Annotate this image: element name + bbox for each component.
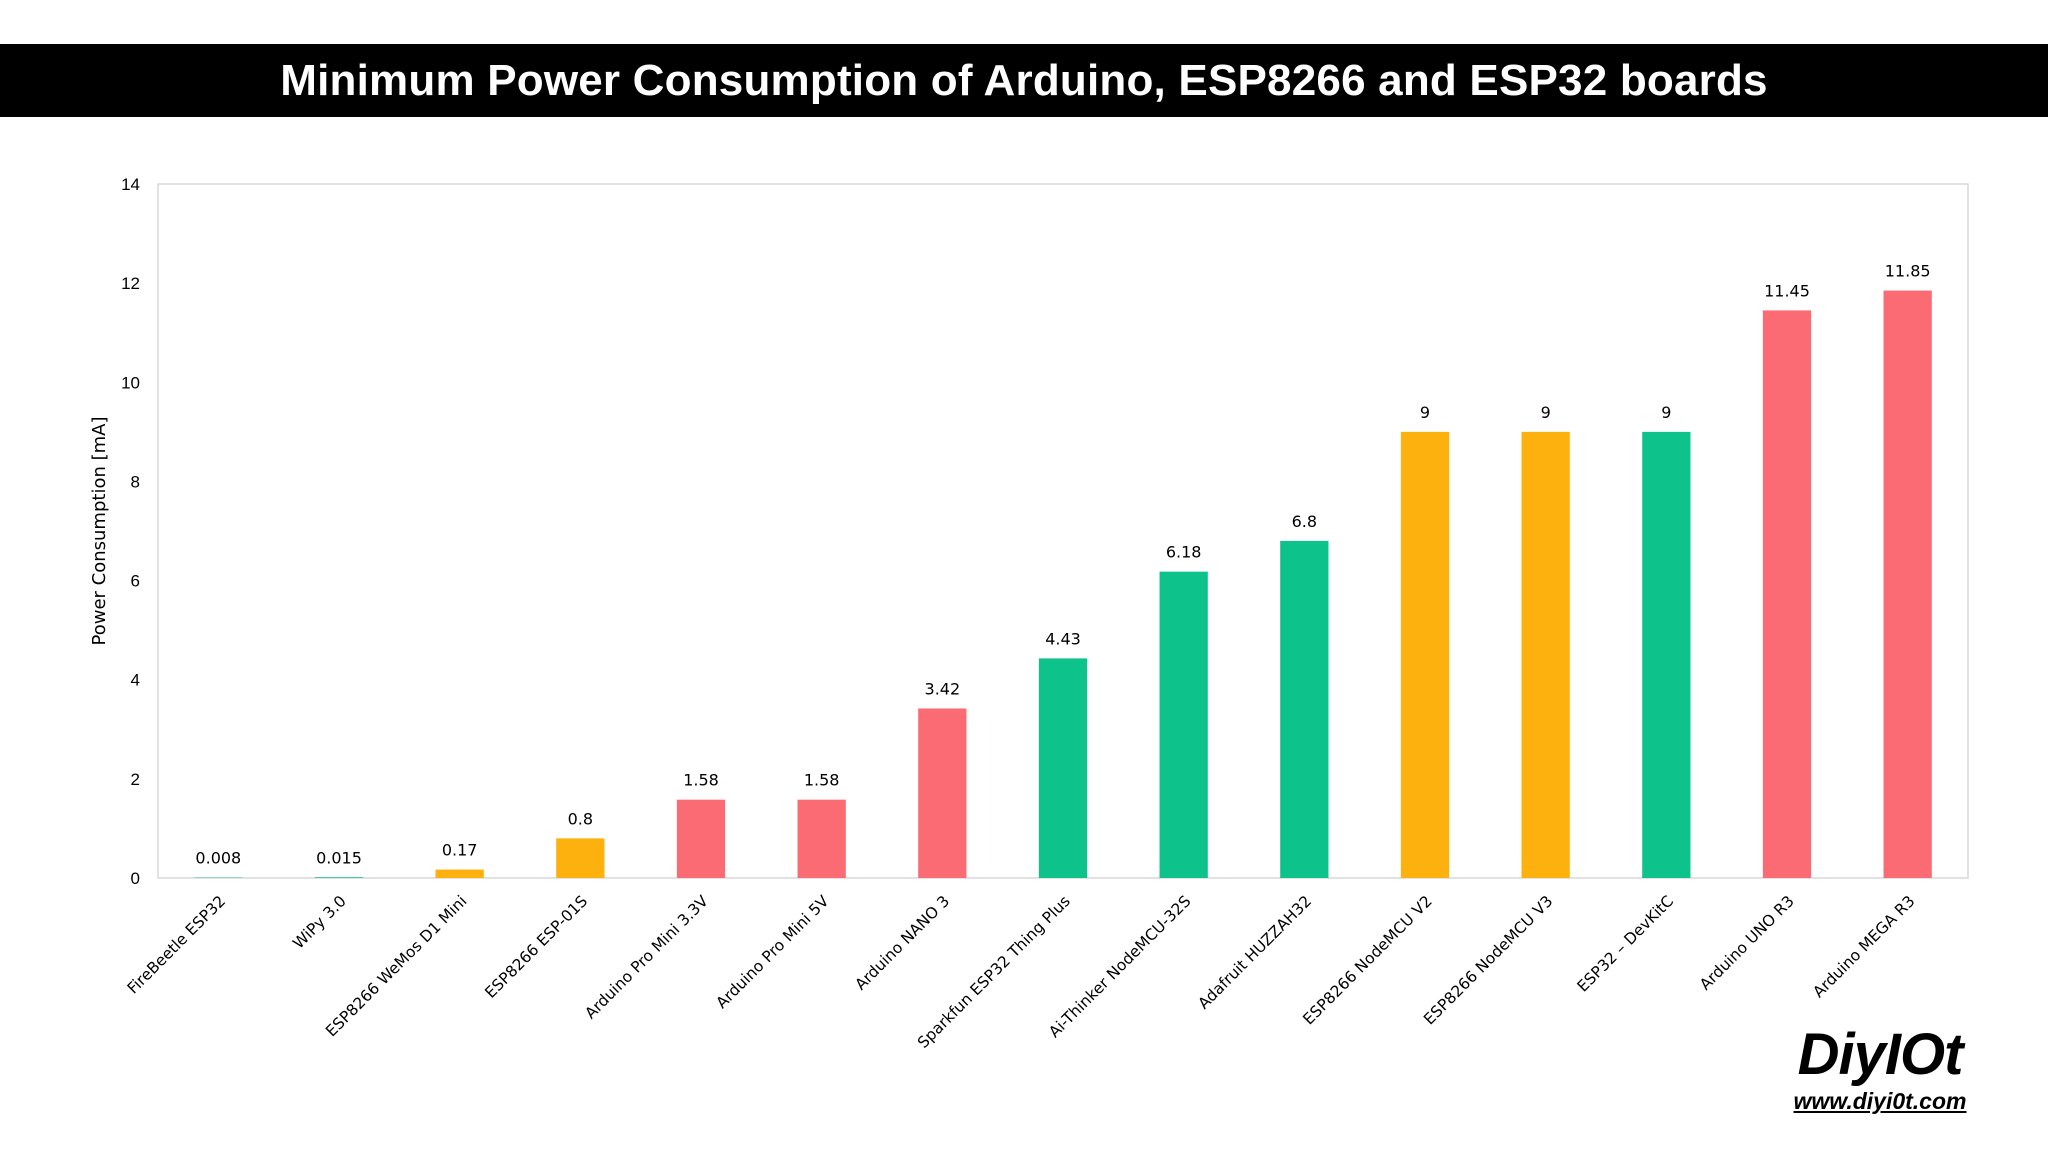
data-label: 1.58 bbox=[804, 771, 840, 790]
data-label: 0.008 bbox=[195, 849, 241, 868]
category-label: ESP8266 NodeMCU V2 bbox=[1300, 892, 1436, 1028]
y-tick-label: 12 bbox=[121, 274, 140, 293]
data-labels: 0.008 0.015 0.17 0.8 1.58 1.58 3.42 4.43 6.18 6.8… bbox=[195, 262, 1930, 868]
data-label: 3.42 bbox=[925, 679, 961, 698]
bar[interactable] bbox=[1400, 431, 1450, 878]
bar[interactable] bbox=[556, 838, 605, 878]
data-label: 0.8 bbox=[568, 809, 593, 828]
title-bar: Minimum Power Consumption of Arduino, ES… bbox=[0, 44, 2048, 117]
y-tick-label: 2 bbox=[131, 770, 140, 789]
y-axis-title: Power Consumption [mA] bbox=[89, 417, 110, 646]
category-label: Ai-Thinker NodeMCU-32S bbox=[1045, 892, 1194, 1041]
data-label: 0.17 bbox=[442, 841, 478, 860]
bar[interactable] bbox=[1159, 571, 1208, 878]
category-label: Arduino Pro Mini 5V bbox=[713, 892, 833, 1012]
logo-url[interactable]: www.diyi0t.com bbox=[1793, 1088, 1967, 1114]
bar[interactable] bbox=[1038, 658, 1088, 878]
diyiot-logo[interactable]: DiyIOt www.diyi0t.com bbox=[1750, 1024, 2010, 1115]
data-label: 6.18 bbox=[1166, 543, 1202, 562]
category-label: ESP8266 NodeMCU V3 bbox=[1420, 892, 1556, 1028]
data-label: 11.85 bbox=[1885, 262, 1931, 281]
data-label: 9 bbox=[1541, 403, 1551, 422]
category-label: ESP8266 WeMos D1 Mini bbox=[322, 892, 470, 1040]
bars bbox=[194, 290, 1932, 879]
data-label: 4.43 bbox=[1045, 629, 1081, 648]
data-label: 9 bbox=[1420, 403, 1430, 422]
category-label: WiPy 3.0 bbox=[289, 892, 349, 952]
logo-name: DiyIOt bbox=[1797, 1022, 1964, 1087]
bar[interactable] bbox=[314, 877, 364, 878]
bar[interactable] bbox=[435, 869, 484, 878]
y-tick-label: 4 bbox=[131, 671, 140, 690]
category-label: Arduino UNO R3 bbox=[1696, 892, 1798, 994]
bar[interactable] bbox=[1642, 431, 1691, 878]
y-tick-label: 0 bbox=[131, 869, 140, 888]
category-label: FireBeetle ESP32 bbox=[124, 892, 229, 997]
category-label: Arduino NANO 3 bbox=[852, 892, 954, 994]
y-axis: 0 2 4 6 8 10 12 14 bbox=[121, 175, 140, 888]
bar[interactable] bbox=[1762, 310, 1812, 879]
y-tick-label: 10 bbox=[121, 373, 140, 392]
bar[interactable] bbox=[1883, 290, 1932, 878]
data-label: 0.015 bbox=[316, 848, 362, 867]
y-tick-label: 6 bbox=[131, 572, 140, 591]
chart-title: Minimum Power Consumption of Arduino, ES… bbox=[280, 55, 1768, 105]
y-tick-label: 8 bbox=[131, 472, 140, 491]
category-label: ESP32 – DevKitC bbox=[1574, 892, 1677, 995]
category-label: Adafruit HUZZAH32 bbox=[1195, 892, 1316, 1013]
bar[interactable] bbox=[918, 708, 967, 878]
bar[interactable] bbox=[676, 799, 726, 878]
bar[interactable] bbox=[797, 799, 846, 878]
data-label: 1.58 bbox=[683, 771, 719, 790]
bar[interactable] bbox=[1521, 431, 1570, 878]
data-label: 9 bbox=[1661, 403, 1671, 422]
bar[interactable] bbox=[1280, 540, 1329, 878]
category-label: ESP8266 ESP-01S bbox=[481, 892, 591, 1002]
data-label: 6.8 bbox=[1292, 512, 1317, 531]
y-tick-label: 14 bbox=[121, 175, 140, 194]
category-label: Arduino Pro Mini 3.3V bbox=[581, 892, 712, 1023]
data-label: 11.45 bbox=[1764, 281, 1810, 300]
category-label: Arduino MEGA R3 bbox=[1809, 892, 1918, 1001]
